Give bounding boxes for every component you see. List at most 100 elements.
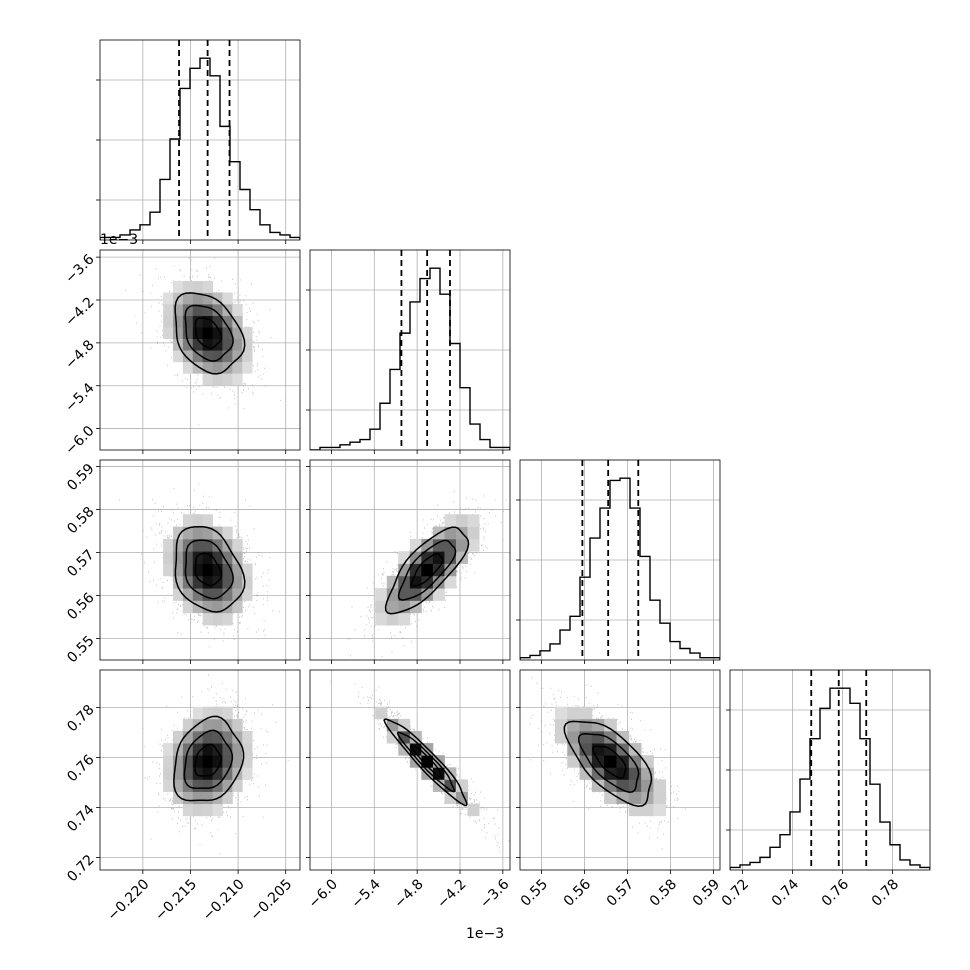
density-cell <box>173 526 184 540</box>
density-cell <box>375 612 388 626</box>
density-cell <box>163 292 174 305</box>
panel-1-0 <box>100 250 300 450</box>
x-tick-label-2: 0.55 <box>518 876 551 909</box>
density-cell <box>202 373 213 386</box>
density-cell <box>242 575 253 589</box>
density-cell <box>579 706 593 720</box>
density-cell <box>163 538 174 552</box>
density-cell <box>579 767 593 780</box>
density-cell <box>202 803 213 817</box>
panel-1-1 <box>310 250 510 450</box>
x-tick-label-0: −0.205 <box>247 876 295 924</box>
density-cell <box>202 600 213 614</box>
density-cell <box>409 563 422 577</box>
x-tick-label-3: 0.72 <box>719 876 752 909</box>
density-cell <box>192 791 204 805</box>
density-cell <box>173 304 184 316</box>
histogram-0 <box>100 57 300 240</box>
density-cell <box>455 538 468 552</box>
density-cell <box>232 718 243 732</box>
density-cell <box>232 588 243 601</box>
density-cell <box>212 600 223 614</box>
density-cell <box>212 706 223 720</box>
x-tick-label-2: 0.57 <box>604 876 637 909</box>
density-cell <box>398 730 411 744</box>
density-cell <box>653 791 667 805</box>
panel-3-3 <box>730 670 930 870</box>
density-cell <box>182 755 194 768</box>
density-cell <box>232 730 243 744</box>
density-cell <box>467 514 480 528</box>
contour-line <box>173 715 245 802</box>
density-cell <box>192 588 204 601</box>
density-cell <box>182 280 194 293</box>
density-cell <box>222 706 233 720</box>
y-tick-label-1: −6.0 <box>62 423 97 458</box>
contour-line <box>410 552 444 587</box>
density-cell <box>421 538 434 552</box>
density-cell <box>653 803 667 817</box>
density-cell <box>375 588 388 601</box>
density-cell <box>212 767 223 780</box>
density-cell <box>604 718 617 732</box>
x-tick-label-1: −3.6 <box>477 876 512 911</box>
density-cell <box>444 575 457 589</box>
x-tick-label-1: −4.2 <box>434 876 469 911</box>
y-tick-label-2: 0.55 <box>64 633 97 666</box>
density-cell <box>432 588 445 601</box>
contour-line <box>194 743 222 777</box>
density-cell <box>232 575 243 589</box>
density-cell <box>182 791 194 805</box>
y-tick-label-2: 0.58 <box>64 504 97 537</box>
density-cell <box>173 791 184 805</box>
density-cell <box>202 551 213 564</box>
panel-2-1 <box>310 460 510 660</box>
density-cell <box>409 743 422 756</box>
density-cell <box>386 718 399 732</box>
panel-3-2 <box>520 670 720 870</box>
density-cell <box>222 338 233 351</box>
contour-line <box>563 720 653 807</box>
density-cell <box>192 563 204 577</box>
density-cell <box>212 551 223 564</box>
density-cell <box>432 767 445 780</box>
density-cell <box>192 350 204 363</box>
density-cell <box>444 526 457 540</box>
density-cell <box>202 350 213 363</box>
density-cell <box>212 730 223 744</box>
density-cell <box>192 514 204 528</box>
density-cell <box>455 779 468 792</box>
y-tick-label-3: 0.78 <box>64 702 97 735</box>
density-cell <box>579 730 593 744</box>
density-cell <box>182 514 194 528</box>
density-cell <box>173 575 184 589</box>
density-cell <box>628 767 642 780</box>
density-cell <box>182 350 194 363</box>
histogram-3 <box>730 687 930 870</box>
density-cell <box>222 575 233 589</box>
density-cell <box>222 350 233 363</box>
density-cell <box>232 538 243 552</box>
density-cell <box>232 361 243 374</box>
density-cell <box>467 538 480 552</box>
density-cell <box>222 526 233 540</box>
density-cell <box>202 706 213 720</box>
density-cell <box>202 791 213 805</box>
density-cell <box>242 743 253 756</box>
density-cell <box>192 526 204 540</box>
density-cell <box>202 575 213 589</box>
density-cell <box>232 779 243 792</box>
density-cell <box>242 361 253 374</box>
density-cell <box>192 767 204 780</box>
density-cell <box>242 327 253 340</box>
density-cell <box>202 315 213 328</box>
density-cell <box>192 730 204 744</box>
density-cell <box>212 779 223 792</box>
density-cell <box>653 779 667 792</box>
density-cell <box>432 563 445 577</box>
density-cell <box>222 588 233 601</box>
y-tick-label-3: 0.76 <box>64 752 97 785</box>
density-cell <box>173 350 184 363</box>
density-cell <box>192 361 204 374</box>
density-cell <box>202 563 213 577</box>
